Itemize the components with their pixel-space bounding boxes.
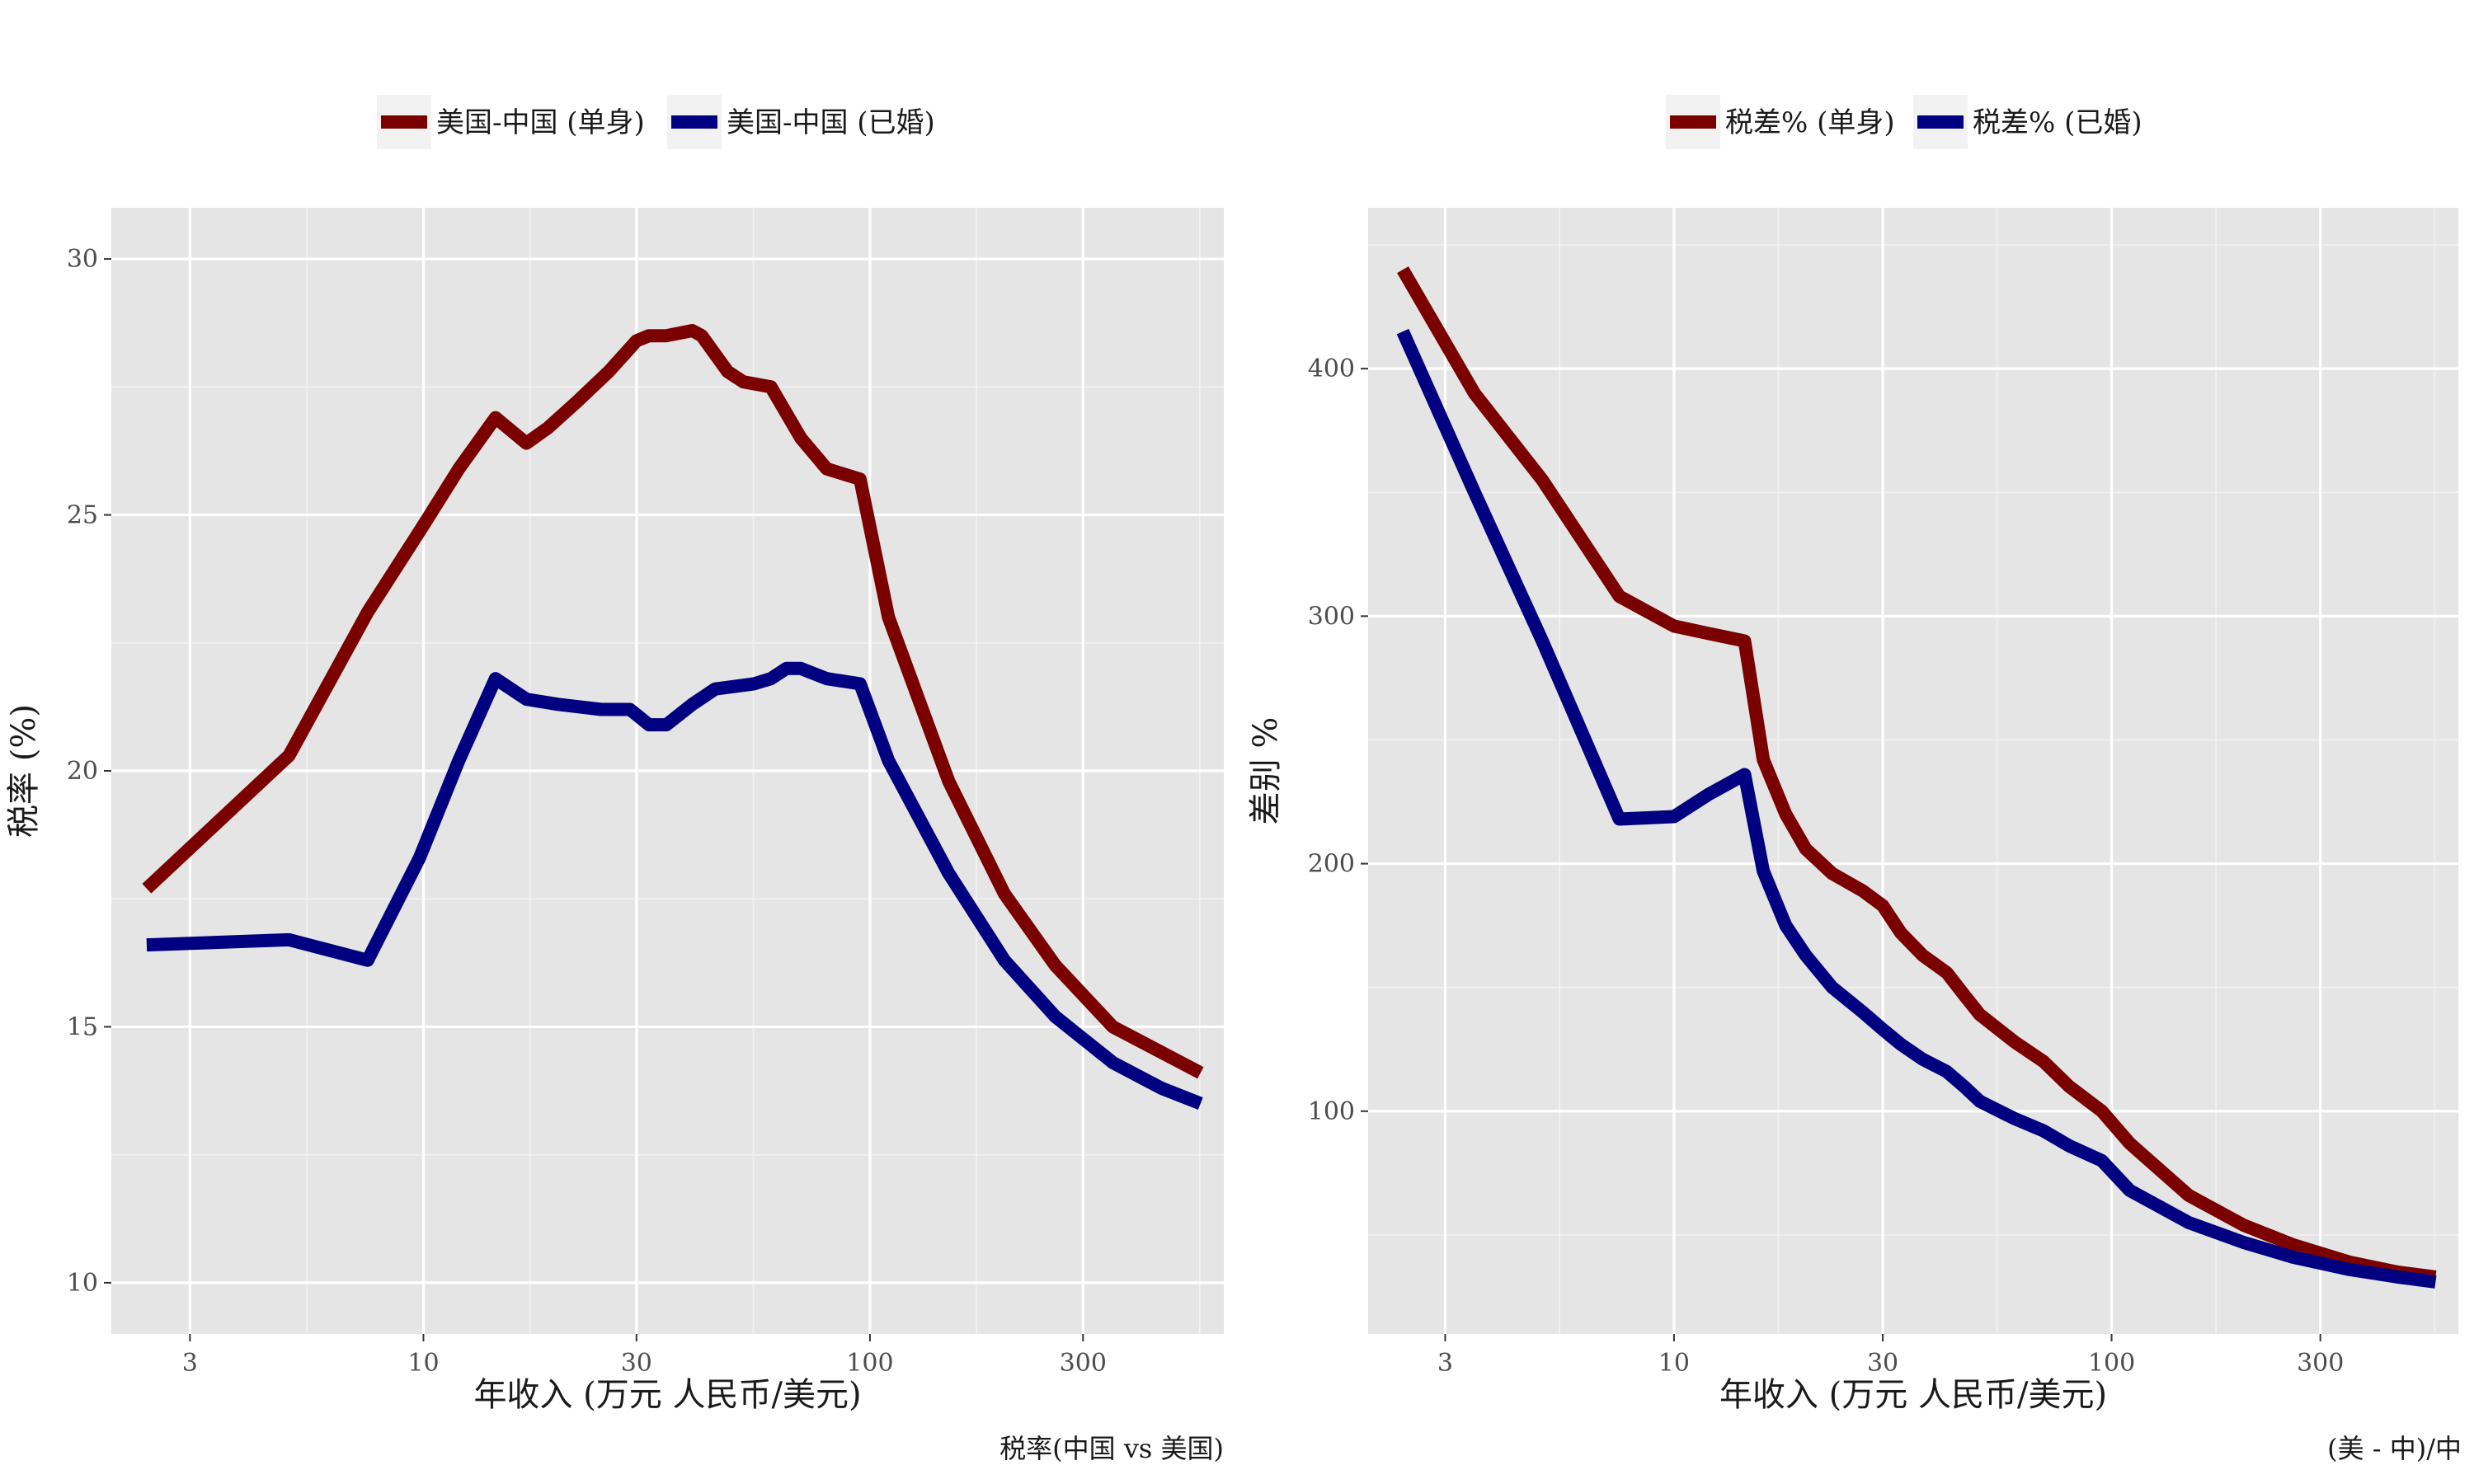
legend-label: 税差% (单身) (1725, 106, 1895, 139)
x-axis-title: 年收入 (万元 人民币/美元) (1719, 1376, 2107, 1414)
series-line-0 (1397, 266, 2437, 1284)
chart-caption: 税率(中国 vs 美国) (999, 1433, 1224, 1464)
tax-difference-chart: 3 10 30 100 300 100 200 300 400 税差% (单身) 税差% (已婚) 年… (1247, 95, 2462, 1464)
series-line-1 (1396, 328, 2437, 1289)
x-tick-label: 100 (2088, 1349, 2135, 1378)
legend-label: 税差% (已婚) (1973, 106, 2142, 139)
y-tick-label: 25 (67, 501, 98, 530)
y-tick-label: 15 (67, 1012, 98, 1041)
y-tick-label: 100 (1308, 1097, 1355, 1126)
x-tick-label: 3 (182, 1349, 198, 1378)
x-tick-label: 10 (407, 1349, 439, 1378)
y-axis-title: 税率 (%) (5, 704, 43, 838)
plot-panel (1368, 208, 2458, 1334)
y-tick-label: 20 (67, 757, 98, 786)
x-tick-label: 3 (1437, 1349, 1453, 1378)
y-tick-label: 30 (67, 245, 98, 274)
x-tick-label: 300 (1060, 1349, 1107, 1378)
y-tick-label: 200 (1308, 850, 1355, 879)
legend: 美国-中国 (单身) 美国-中国 (已婚) (377, 95, 935, 149)
x-tick-label: 10 (1658, 1349, 1690, 1378)
y-tick-label: 300 (1308, 602, 1355, 631)
x-tick-label: 300 (2297, 1349, 2344, 1378)
legend-label: 美国-中国 (单身) (436, 106, 645, 139)
x-tick-label: 30 (621, 1349, 652, 1378)
tax-rate-chart: 3 10 30 100 300 10 15 20 25 30 美国-中国 (单身) 美国-中国 (已婚… (5, 95, 1224, 1464)
y-axis-title: 差别 % (1247, 717, 1285, 825)
chart-caption: (美 - 中)/中 (2327, 1433, 2462, 1464)
y-tick-label: 400 (1308, 355, 1355, 383)
x-tick-label: 30 (1867, 1349, 1898, 1378)
x-tick-label: 100 (846, 1349, 893, 1378)
x-axis-title: 年收入 (万元 人民币/美元) (473, 1376, 861, 1414)
y-tick-label: 10 (67, 1269, 98, 1298)
series-line-1 (146, 661, 1203, 1111)
series-line-0 (142, 324, 1204, 1079)
legend-label: 美国-中国 (已婚) (727, 106, 935, 139)
legend: 税差% (单身) 税差% (已婚) (1666, 95, 2142, 149)
